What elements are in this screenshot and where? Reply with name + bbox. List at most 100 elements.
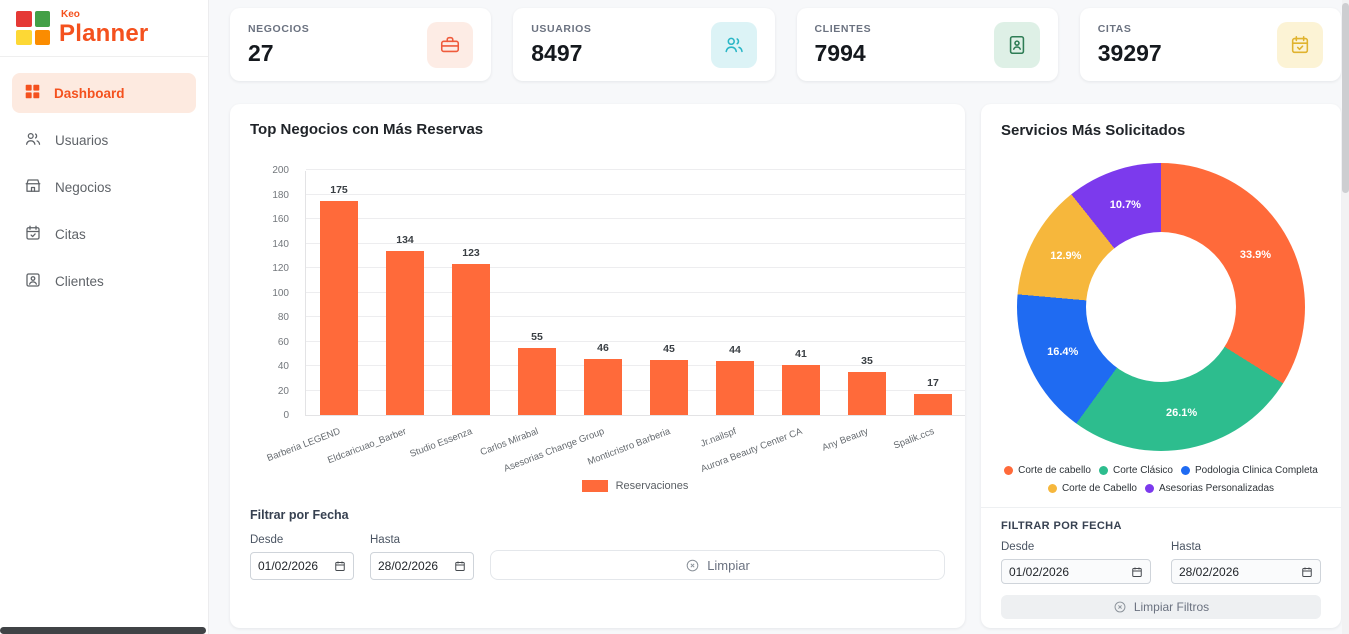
stat-card-clientes: CLIENTES 7994	[796, 8, 1058, 81]
filter-title: Filtrar por Fecha	[250, 508, 349, 522]
bar-category-label: Studio Essenza	[408, 426, 474, 460]
bar-chart-card: Top Negocios con Más Reservas 0 20 40 60 80 1…	[230, 104, 965, 628]
calendar-icon	[1301, 566, 1313, 578]
sidebar-item-label: Usuarios	[55, 132, 109, 148]
bar-category-label: Jr.nailspf	[698, 426, 738, 450]
clear-label: Limpiar Filtros	[1133, 600, 1210, 614]
to-label: Hasta	[1171, 541, 1202, 553]
bar-y-axis: 0 20 40 60 80 100 120 140 160 180 200	[272, 165, 289, 421]
calendar-check-icon	[1277, 21, 1323, 68]
calendar-icon	[334, 560, 346, 572]
legend-item[interactable]: Corte de Cabello	[1047, 483, 1137, 494]
bar-value-label: 44	[729, 344, 741, 357]
legend-dot-icon	[1144, 484, 1154, 493]
slice-percent-label: 33.9%	[1239, 248, 1272, 261]
from-label: Desde	[250, 534, 284, 546]
legend-item-label: Corte de cabello	[1018, 465, 1091, 476]
bar-0	[320, 200, 358, 415]
dashboard-icon	[24, 83, 41, 103]
clear-circle-x-icon	[685, 558, 700, 573]
bar-2	[452, 264, 490, 415]
bar-7	[782, 364, 820, 415]
horizontal-scrollbar-thumb[interactable]	[0, 627, 206, 634]
stat-value: 27	[248, 39, 274, 66]
storefront-icon	[24, 177, 42, 198]
donut-clear-filters-button[interactable]: Limpiar Filtros	[1001, 595, 1321, 619]
stat-label: NEGOCIOS	[248, 22, 310, 35]
bar-category-label: Asesorias Change Group	[502, 426, 606, 475]
bar-value-label: 41	[795, 347, 807, 360]
stat-card-citas: CITAS 39297	[1079, 8, 1341, 81]
from-label: Desde	[1001, 541, 1035, 553]
bar-chart: 0 20 40 60 80 100 120 140 160 180 200 175 134 123 55 4…	[266, 165, 965, 492]
date-value: 28/02/2026	[378, 559, 439, 573]
stats-row: NEGOCIOS 27 USUARIOS 8497 CLIENTES 7994 …	[230, 8, 1341, 81]
brand-name: Planner	[59, 20, 149, 47]
bar-category-label: Any Beauty	[820, 426, 870, 454]
donut-chart-card: Servicios Más Solicitados 33.9% 26.1% 16.4…	[981, 104, 1341, 628]
date-value: 01/02/2026	[1009, 564, 1070, 579]
sidebar-item-dashboard[interactable]: Dashboard	[12, 73, 196, 113]
calendar-icon	[1131, 566, 1143, 578]
sidebar-item-label: Negocios	[55, 179, 112, 195]
legend-item-label: Podologia Clinica Completa	[1195, 465, 1318, 476]
legend-item[interactable]: Corte Clásico	[1098, 465, 1173, 476]
calendar-check-icon	[24, 224, 42, 245]
bar-filter-section: Filtrar por Fecha Desde 01/02/2026 Hasta…	[250, 508, 945, 580]
stat-card-negocios: NEGOCIOS 27	[230, 8, 492, 81]
bar-8	[848, 372, 886, 415]
bar-value-label: 45	[663, 342, 675, 355]
donut-card-title: Servicios Más Solicitados	[1001, 122, 1186, 139]
bar-6	[716, 361, 754, 415]
legend-dot-icon	[1181, 466, 1190, 475]
bar-category-label: Eldcaricuao_Barber	[326, 426, 408, 467]
vertical-scrollbar[interactable]	[1342, 0, 1349, 634]
stat-label: USUARIOS	[531, 22, 592, 35]
contact-card-icon	[993, 21, 1040, 68]
bar-9	[914, 394, 952, 415]
sidebar-item-negocios[interactable]: Negocios	[12, 167, 196, 207]
legend-item[interactable]: Corte de cabello	[1004, 465, 1091, 476]
clear-circle-x-icon	[1113, 600, 1127, 614]
sidebar-item-citas[interactable]: Citas	[12, 214, 196, 254]
bar-value-label: 134	[396, 233, 414, 246]
bar-5	[650, 359, 688, 415]
sidebar-item-label: Citas	[55, 226, 86, 242]
donut-hole	[1086, 232, 1236, 382]
clear-label: Limpiar	[707, 557, 750, 573]
bar-value-label: 123	[462, 247, 480, 260]
donut-legend: Corte de cabello Corte Clásico Podologia C…	[991, 465, 1331, 494]
briefcase-icon	[427, 21, 474, 68]
sidebar-item-clientes[interactable]: Clientes	[12, 261, 196, 301]
slice-percent-label: 10.7%	[1109, 199, 1141, 212]
legend-label: Reservaciones	[615, 480, 689, 492]
legend-item[interactable]: Asesorias Personalizadas	[1144, 483, 1274, 494]
donut-to-date-input[interactable]: 28/02/2026	[1171, 559, 1321, 584]
users-icon	[24, 130, 42, 151]
stat-card-usuarios: USUARIOS 8497	[513, 8, 775, 81]
legend-dot-icon	[1098, 466, 1108, 475]
bar-legend[interactable]: Reservaciones	[305, 480, 965, 492]
date-value: 01/02/2026	[258, 559, 319, 573]
sidebar-item-usuarios[interactable]: Usuarios	[12, 120, 196, 160]
stat-value: 8497	[531, 39, 583, 66]
bar-value-label: 46	[597, 341, 609, 354]
bar-category-label: Barberia LEGEND	[265, 426, 342, 465]
slice-percent-label: 12.9%	[1050, 249, 1082, 262]
vertical-scrollbar-thumb[interactable]	[1342, 3, 1349, 193]
legend-dot-icon	[1047, 484, 1057, 493]
bar-to-date-input[interactable]: 28/02/2026	[370, 552, 474, 580]
stat-label: CLIENTES	[814, 22, 872, 35]
bar-card-title: Top Negocios con Más Reservas	[250, 121, 484, 138]
bar-value-label: 17	[927, 377, 939, 390]
brand-mosaic-icon	[16, 11, 50, 45]
bar-clear-button[interactable]: Limpiar	[490, 550, 945, 580]
sidebar-item-label: Clientes	[55, 273, 104, 289]
stat-value: 39297	[1097, 39, 1162, 66]
bar-category-label: Carlos Mirabal	[478, 426, 540, 459]
bar-from-date-input[interactable]: 01/02/2026	[250, 552, 354, 580]
sidebar-menu: Dashboard Usuarios Negocios Citas Client…	[0, 57, 208, 317]
slice-percent-label: 16.4%	[1047, 345, 1079, 358]
donut-from-date-input[interactable]: 01/02/2026	[1001, 559, 1151, 584]
legend-item[interactable]: Podologia Clinica Completa	[1181, 465, 1318, 476]
